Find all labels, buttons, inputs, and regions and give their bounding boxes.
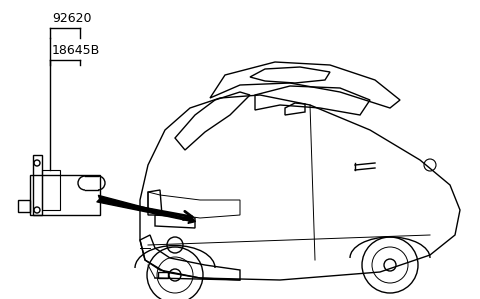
Text: 18645B: 18645B [52, 44, 100, 57]
Text: 92620: 92620 [52, 12, 92, 25]
